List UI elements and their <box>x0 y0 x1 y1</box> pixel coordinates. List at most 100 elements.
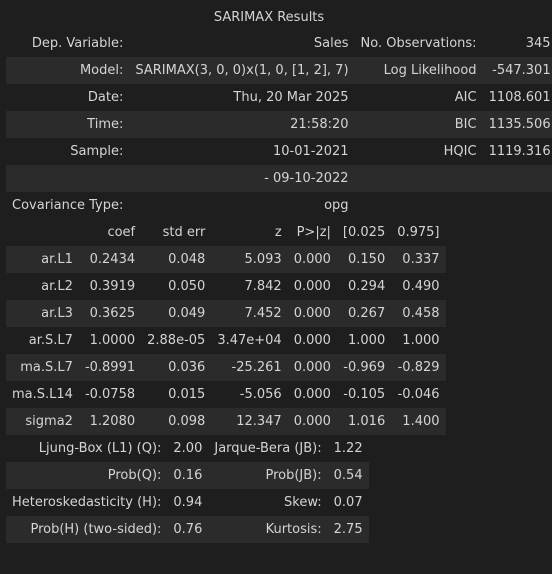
coef-cell: 0.294 <box>348 279 386 294</box>
coef-header: std err <box>162 225 206 240</box>
summary-label: Sample: <box>70 144 124 159</box>
summary-label: No. Observations: <box>360 36 477 51</box>
diagnostic-value: 0.76 <box>167 516 209 543</box>
summary-value: 1135.506 <box>482 111 552 138</box>
coef-cell: 0.036 <box>141 354 212 381</box>
coefficients-table: coef std err z P>|z| [0.025 0.975] ar.L1… <box>6 219 446 435</box>
coef-cell: 0.000 <box>287 408 337 435</box>
coef-param: ar.L3 <box>6 300 79 327</box>
coef-row: ar.S.L7 1.0000 2.88e-05 3.47e+04 0.000 1… <box>6 327 446 354</box>
summary-value: -547.301 <box>482 57 552 84</box>
coef-cell: 12.347 <box>211 408 288 435</box>
coef-cell: 7.842 <box>244 279 282 294</box>
results-panel: SARIMAX Results Dep. Variable: Sales No.… <box>6 10 552 543</box>
coef-cell: 0.3919 <box>89 279 136 294</box>
coef-cell: 1.000 <box>402 333 440 348</box>
diagnostic-value: 0.54 <box>327 462 369 489</box>
summary-label: BIC <box>354 111 483 138</box>
coef-param: ar.L1 <box>6 246 79 273</box>
coef-cell: 0.000 <box>287 354 337 381</box>
diagnostic-value: 0.16 <box>167 462 209 489</box>
summary-row: Model: SARIMAX(3, 0, 0)x(1, 0, [1, 2], 7… <box>6 57 552 84</box>
coef-cell: 0.000 <box>293 387 331 402</box>
coef-cell: 0.050 <box>168 279 206 294</box>
coef-header: coef <box>107 225 136 240</box>
coef-cell: 5.093 <box>211 246 288 273</box>
summary-value: - 09-10-2022 <box>129 165 355 192</box>
summary-label: HQIC <box>443 144 477 159</box>
coef-row: sigma2 1.2080 0.098 12.347 0.000 1.016 1… <box>6 408 446 435</box>
coef-row: ma.S.L7 -0.8991 0.036 -25.261 0.000 -0.9… <box>6 354 446 381</box>
coef-header: P>|z| <box>296 225 331 240</box>
diagnostic-value: 0.94 <box>173 495 203 510</box>
summary-row: Sample: 10-01-2021 HQIC 1119.316 <box>6 138 552 165</box>
coef-cell: -25.261 <box>211 354 288 381</box>
summary-label <box>355 192 483 219</box>
coef-cell: -0.969 <box>336 354 392 381</box>
summary-label: AIC <box>454 90 477 105</box>
coef-cell: 0.490 <box>402 279 440 294</box>
coef-header: z <box>274 225 282 240</box>
coef-cell: 0.048 <box>141 246 212 273</box>
summary-value: Thu, 20 Mar 2025 <box>233 90 349 105</box>
coef-cell: 3.47e+04 <box>217 333 282 348</box>
diagnostic-label: Heteroskedasticity (H): <box>12 495 162 510</box>
diagnostics-row: Prob(H) (two-sided): 0.76 Kurtosis: 2.75 <box>6 516 369 543</box>
diagnostic-label: Prob(Q): <box>6 462 168 489</box>
summary-value: 1119.316 <box>488 144 551 159</box>
summary-table: Dep. Variable: Sales No. Observations: 3… <box>6 30 552 219</box>
diagnostic-value: 1.22 <box>333 441 363 456</box>
coef-cell: 0.098 <box>141 408 212 435</box>
coef-row: ar.L3 0.3625 0.049 7.452 0.000 0.267 0.4… <box>6 300 446 327</box>
summary-value: 345 <box>525 36 551 51</box>
coef-cell: 0.150 <box>336 246 392 273</box>
coef-cell: 0.000 <box>287 246 337 273</box>
coef-cell: -0.046 <box>397 387 440 402</box>
coef-cell: 0.3625 <box>78 300 142 327</box>
coef-cell: -0.829 <box>391 354 446 381</box>
coef-cell: 1.400 <box>391 408 446 435</box>
coef-header: [0.025 <box>342 225 386 240</box>
coef-cell: -0.0758 <box>84 387 136 402</box>
diagnostic-label: Prob(H) (two-sided): <box>6 516 168 543</box>
summary-label: Time: <box>6 111 130 138</box>
coef-cell: -0.105 <box>343 387 386 402</box>
summary-label <box>354 165 483 192</box>
coef-cell: 0.337 <box>391 246 446 273</box>
coef-cell: 0.000 <box>287 300 337 327</box>
diagnostics-row: Heteroskedasticity (H): 0.94 Skew: 0.07 <box>6 489 369 516</box>
results-title: SARIMAX Results <box>213 10 325 25</box>
diagnostic-label: Kurtosis: <box>208 516 328 543</box>
coef-param: ma.S.L14 <box>12 387 73 402</box>
summary-row: Covariance Type: opg <box>6 192 552 219</box>
summary-value: Sales <box>313 36 349 51</box>
diagnostic-label: Ljung-Box (L1) (Q): <box>38 441 162 456</box>
diagnostic-value: 0.07 <box>333 495 363 510</box>
coef-cell: 0.000 <box>293 333 331 348</box>
summary-value <box>482 165 552 192</box>
diagnostics-table: Ljung-Box (L1) (Q): 2.00 Jarque-Bera (JB… <box>6 435 369 543</box>
summary-label: Log Likelihood <box>354 57 483 84</box>
coef-cell: 0.000 <box>293 279 331 294</box>
diagnostic-label: Skew: <box>284 495 322 510</box>
summary-value: 10-01-2021 <box>272 144 349 159</box>
coef-cell: 1.2080 <box>78 408 142 435</box>
coef-param: ma.S.L7 <box>6 354 79 381</box>
coef-cell: -0.8991 <box>78 354 142 381</box>
summary-value: SARIMAX(3, 0, 0)x(1, 0, [1, 2], 7) <box>129 57 355 84</box>
coef-cell: 1.016 <box>336 408 392 435</box>
summary-label: Model: <box>6 57 130 84</box>
coef-cell: 0.458 <box>391 300 446 327</box>
summary-row: - 09-10-2022 <box>6 165 552 192</box>
coef-row: ar.L2 0.3919 0.050 7.842 0.000 0.294 0.4… <box>6 273 446 300</box>
summary-value <box>483 192 552 219</box>
diagnostic-value: 2.75 <box>327 516 369 543</box>
coef-cell: 1.0000 <box>89 333 136 348</box>
coef-cell: 0.267 <box>336 300 392 327</box>
summary-row: Dep. Variable: Sales No. Observations: 3… <box>6 30 552 57</box>
coef-cell: 2.88e-05 <box>147 333 206 348</box>
coef-cell: 7.452 <box>211 300 288 327</box>
coef-header-row: coef std err z P>|z| [0.025 0.975] <box>6 219 446 246</box>
coef-cell: 1.000 <box>348 333 386 348</box>
coef-param: sigma2 <box>6 408 79 435</box>
